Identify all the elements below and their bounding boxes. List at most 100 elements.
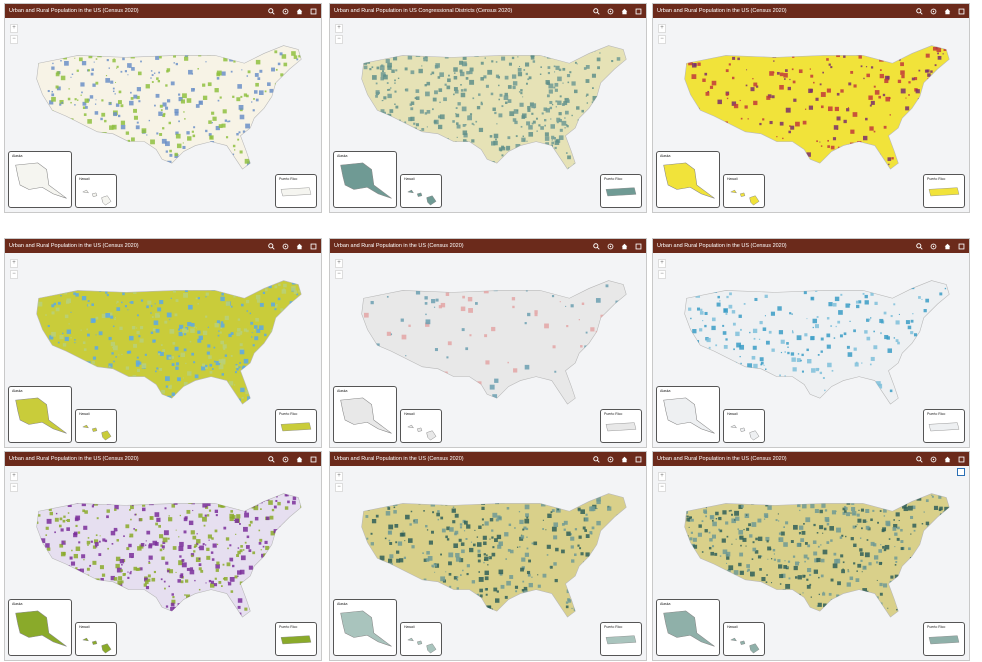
home-icon[interactable] [944,8,951,15]
home-icon[interactable] [296,243,303,250]
map-canvas[interactable] [5,466,322,661]
inset-puerto-rico[interactable]: Puerto Rico [275,174,317,208]
inset-hawaii[interactable]: Hawaii [75,174,117,208]
home-icon[interactable] [944,243,951,250]
home-icon[interactable] [621,456,628,463]
map-canvas[interactable] [653,253,970,448]
map-canvas[interactable] [5,253,322,448]
inset-alaska[interactable]: Alaska [333,151,397,208]
zoom-in-button[interactable]: + [335,259,343,268]
map-panel[interactable]: Urban and Rural Population in the US (Ce… [4,451,322,661]
home-icon[interactable] [296,8,303,15]
inset-alaska[interactable]: Alaska [333,386,397,443]
inset-puerto-rico[interactable]: Puerto Rico [600,409,642,443]
expand-button[interactable] [957,468,965,476]
share-icon[interactable] [282,243,289,250]
inset-puerto-rico[interactable]: Puerto Rico [275,409,317,443]
inset-alaska[interactable]: Alaska [656,599,720,656]
share-icon[interactable] [607,456,614,463]
share-icon[interactable] [282,456,289,463]
search-icon[interactable] [916,7,923,15]
inset-alaska[interactable]: Alaska [333,599,397,656]
zoom-out-button[interactable]: − [10,35,18,44]
zoom-out-button[interactable]: − [335,483,343,492]
map-panel[interactable]: Urban and Rural Population in the US (Ce… [329,451,647,661]
zoom-out-button[interactable]: − [335,270,343,279]
zoom-out-button[interactable]: − [658,483,666,492]
map-canvas[interactable] [330,466,647,661]
map-canvas[interactable] [5,18,322,213]
zoom-in-button[interactable]: + [10,24,18,33]
search-icon[interactable] [268,7,275,15]
layers-icon[interactable] [635,8,642,15]
inset-puerto-rico[interactable]: Puerto Rico [923,174,965,208]
share-icon[interactable] [930,243,937,250]
inset-hawaii[interactable]: Hawaii [400,409,442,443]
map-panel[interactable]: Urban and Rural Population in the US (Ce… [652,3,970,213]
share-icon[interactable] [930,456,937,463]
search-icon[interactable] [916,242,923,250]
zoom-in-button[interactable]: + [10,472,18,481]
search-icon[interactable] [268,242,275,250]
home-icon[interactable] [621,8,628,15]
inset-hawaii[interactable]: Hawaii [723,622,765,656]
share-icon[interactable] [607,243,614,250]
inset-alaska[interactable]: Alaska [8,151,72,208]
search-icon[interactable] [268,455,275,463]
layers-icon[interactable] [310,456,317,463]
inset-alaska[interactable]: Alaska [656,151,720,208]
inset-hawaii[interactable]: Hawaii [723,174,765,208]
map-panel[interactable]: Urban and Rural Population in the US (Ce… [329,238,647,448]
inset-puerto-rico[interactable]: Puerto Rico [600,622,642,656]
inset-hawaii[interactable]: Hawaii [400,622,442,656]
zoom-in-button[interactable]: + [335,24,343,33]
zoom-in-button[interactable]: + [658,472,666,481]
zoom-out-button[interactable]: − [10,483,18,492]
map-feature [440,553,442,556]
inset-hawaii[interactable]: Hawaii [723,409,765,443]
zoom-in-button[interactable]: + [658,259,666,268]
inset-hawaii[interactable]: Hawaii [75,409,117,443]
zoom-in-button[interactable]: + [335,472,343,481]
layers-icon[interactable] [635,243,642,250]
zoom-out-button[interactable]: − [658,270,666,279]
search-icon[interactable] [916,455,923,463]
inset-alaska[interactable]: Alaska [8,599,72,656]
layers-icon[interactable] [635,456,642,463]
inset-alaska[interactable]: Alaska [656,386,720,443]
inset-puerto-rico[interactable]: Puerto Rico [923,622,965,656]
map-panel[interactable]: Urban and Rural Population in the US (Ce… [4,238,322,448]
zoom-in-button[interactable]: + [10,259,18,268]
search-icon[interactable] [593,242,600,250]
map-panel[interactable]: Urban and Rural Population in the US (Ce… [652,238,970,448]
zoom-out-button[interactable]: − [335,35,343,44]
layers-icon[interactable] [310,243,317,250]
map-panel[interactable]: Urban and Rural Population in the US (Ce… [652,451,970,661]
layers-icon[interactable] [310,8,317,15]
map-panel[interactable]: Urban and Rural Population in the US (Ce… [4,3,322,213]
zoom-out-button[interactable]: − [658,35,666,44]
inset-hawaii[interactable]: Hawaii [75,622,117,656]
inset-puerto-rico[interactable]: Puerto Rico [275,622,317,656]
map-canvas[interactable] [330,18,647,213]
zoom-in-button[interactable]: + [658,24,666,33]
inset-alaska[interactable]: Alaska [8,386,72,443]
share-icon[interactable] [282,8,289,15]
search-icon[interactable] [593,455,600,463]
map-canvas[interactable] [653,18,970,213]
home-icon[interactable] [621,243,628,250]
zoom-out-button[interactable]: − [10,270,18,279]
search-icon[interactable] [593,7,600,15]
map-canvas[interactable] [330,253,647,448]
inset-hawaii[interactable]: Hawaii [400,174,442,208]
home-icon[interactable] [944,456,951,463]
inset-puerto-rico[interactable]: Puerto Rico [600,174,642,208]
share-icon[interactable] [930,8,937,15]
map-panel[interactable]: Urban and Rural Population in US Congres… [329,3,647,213]
home-icon[interactable] [296,456,303,463]
layers-icon[interactable] [958,8,965,15]
inset-puerto-rico[interactable]: Puerto Rico [923,409,965,443]
share-icon[interactable] [607,8,614,15]
layers-icon[interactable] [958,243,965,250]
layers-icon[interactable] [958,456,965,463]
